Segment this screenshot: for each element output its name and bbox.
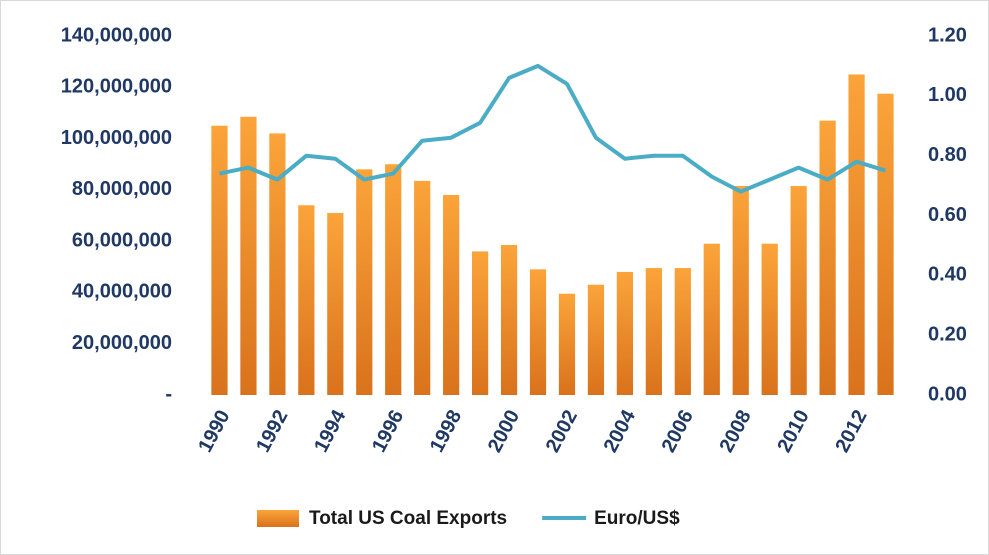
- bar: [732, 186, 749, 395]
- y-tick-label: 60,000,000: [72, 229, 172, 251]
- y2-tick-label: 0.20: [928, 323, 967, 345]
- bar: [529, 269, 547, 395]
- legend-label: Euro/US$: [594, 508, 680, 529]
- bar: [298, 205, 315, 395]
- y2-tick-label: 0.80: [928, 144, 967, 166]
- bar: [414, 180, 431, 395]
- legend-label: Total US Coal Exports: [309, 508, 507, 529]
- bar: [356, 169, 373, 395]
- y-tick-label: 140,000,000: [61, 24, 172, 46]
- bar: [645, 268, 662, 395]
- bar: [500, 244, 518, 395]
- bar: [385, 164, 402, 395]
- bar: [674, 268, 691, 395]
- bar: [616, 271, 634, 395]
- line: [219, 63, 887, 194]
- bar: [211, 125, 228, 395]
- bar: [790, 186, 807, 395]
- bar: [703, 243, 720, 395]
- bar: [877, 93, 894, 396]
- y-tick-label: 20,000,000: [72, 332, 172, 354]
- bar: [587, 284, 605, 395]
- y2-tick-label: 0.00: [928, 383, 967, 405]
- y-tick-label: 120,000,000: [61, 76, 172, 98]
- bar: [558, 293, 576, 395]
- y-tick-label: 80,000,000: [72, 178, 172, 200]
- bar: [269, 133, 286, 395]
- y-tick-label: 40,000,000: [72, 281, 172, 303]
- y2-tick-label: 0.60: [928, 204, 967, 226]
- y-tick-label: 100,000,000: [61, 127, 172, 149]
- bar: [819, 120, 836, 395]
- bar: [471, 251, 489, 395]
- y2-tick-label: 0.40: [928, 264, 967, 286]
- legend-swatch: [257, 510, 299, 527]
- bar: [240, 116, 257, 396]
- legend: Total US Coal Exports Euro/US$: [257, 508, 680, 529]
- y2-tick-label: 1.20: [928, 24, 967, 46]
- bar: [327, 212, 344, 395]
- y2-tick-label: 1.00: [928, 84, 967, 106]
- y-tick-label: -: [165, 383, 172, 405]
- bar: [848, 74, 865, 395]
- bar: [761, 243, 778, 395]
- bar: [443, 194, 460, 395]
